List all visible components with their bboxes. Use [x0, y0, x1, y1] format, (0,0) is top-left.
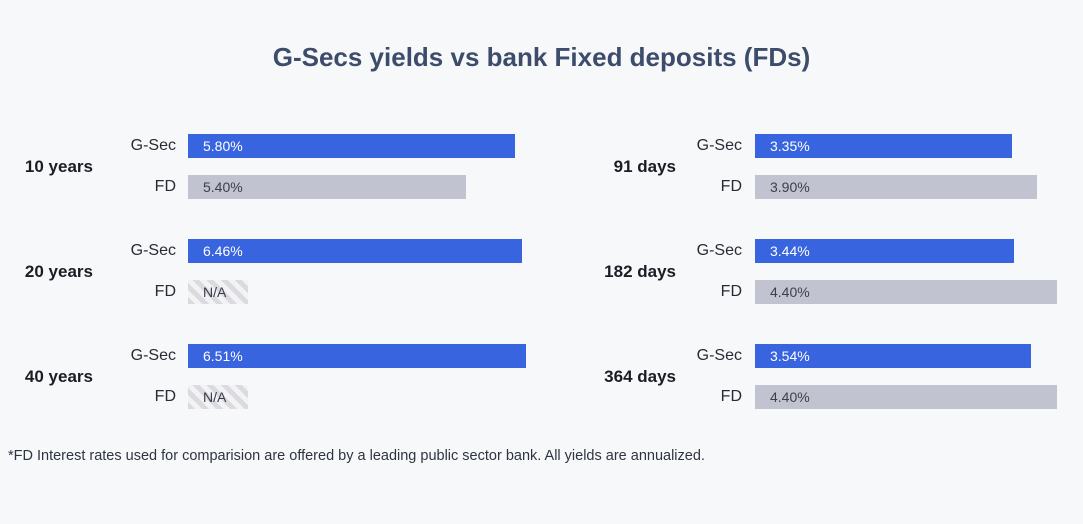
- gsec-bar: 6.51%: [188, 344, 526, 368]
- series-label: G-Sec: [696, 137, 742, 154]
- gsec-bar: 3.35%: [755, 134, 1013, 158]
- fd-bar: 5.40%: [188, 175, 467, 199]
- bar-track: 3.54%: [755, 344, 1083, 368]
- series-label: G-Sec: [696, 242, 742, 259]
- series-label: FD: [720, 388, 742, 405]
- fd-bar: 4.40%: [755, 385, 1057, 409]
- bar-value-label: 4.40%: [770, 284, 810, 300]
- bar-rows: G-Sec 3.54% FD 4.40%: [676, 344, 1083, 409]
- bar-track: 6.46%: [188, 239, 540, 263]
- bar-row: G-Sec 5.80%: [93, 134, 540, 158]
- gsec-bar: 5.80%: [188, 134, 516, 158]
- fd-bar: 4.40%: [755, 280, 1057, 304]
- bar-rows: G-Sec 6.51% FD N/A: [93, 344, 540, 409]
- bar-rows: G-Sec 3.44% FD 4.40%: [676, 239, 1083, 304]
- series-label: FD: [154, 283, 176, 300]
- series-label: G-Sec: [130, 242, 176, 259]
- bar-track: 3.90%: [755, 175, 1083, 199]
- bar-value-label: 3.90%: [770, 179, 810, 195]
- bar-value-label: 3.35%: [770, 138, 810, 154]
- chart-column-left: 10 years G-Sec 5.80% FD 5.40% 20 years G-Sec 6.…: [0, 134, 540, 409]
- bar-track: N/A: [188, 280, 540, 304]
- bar-track: N/A: [188, 385, 540, 409]
- chart-area: 10 years G-Sec 5.80% FD 5.40% 20 years G-Sec 6.…: [0, 134, 1083, 409]
- bar-track: 4.40%: [755, 385, 1083, 409]
- category-label: 91 days: [613, 156, 676, 176]
- bar-track: 4.40%: [755, 280, 1083, 304]
- bar-value-label: 3.54%: [770, 348, 810, 364]
- bar-row: FD 4.40%: [676, 385, 1083, 409]
- bar-row: G-Sec 3.35%: [676, 134, 1083, 158]
- gsec-bar: 3.54%: [755, 344, 1031, 368]
- bar-value-label: N/A: [203, 284, 227, 300]
- na-bar: N/A: [188, 280, 248, 304]
- bar-value-label: 3.44%: [770, 243, 810, 259]
- footnote: *FD Interest rates used for comparision …: [8, 448, 705, 464]
- bar-group: 10 years G-Sec 5.80% FD 5.40%: [0, 134, 540, 199]
- bar-row: G-Sec 6.51%: [93, 344, 540, 368]
- fd-bar: 3.90%: [755, 175, 1038, 199]
- bar-rows: G-Sec 6.46% FD N/A: [93, 239, 540, 304]
- bar-row: FD N/A: [93, 280, 540, 304]
- bar-row: G-Sec 3.44%: [676, 239, 1083, 263]
- bar-track: 5.40%: [188, 175, 540, 199]
- bar-group: 182 days G-Sec 3.44% FD 4.40%: [540, 239, 1083, 304]
- chart-title: G-Secs yields vs bank Fixed deposits (FD…: [272, 42, 811, 72]
- series-label: G-Sec: [696, 347, 742, 364]
- bar-group: 20 years G-Sec 6.46% FD N/A: [0, 239, 540, 304]
- bar-row: FD N/A: [93, 385, 540, 409]
- bar-track: 3.35%: [755, 134, 1083, 158]
- series-label: FD: [154, 388, 176, 405]
- gsec-bar: 6.46%: [188, 239, 523, 263]
- bar-row: G-Sec 6.46%: [93, 239, 540, 263]
- bar-rows: G-Sec 5.80% FD 5.40%: [93, 134, 540, 199]
- category-label: 182 days: [604, 261, 676, 281]
- series-label: FD: [720, 283, 742, 300]
- bar-value-label: 6.46%: [203, 243, 243, 259]
- bar-group: 91 days G-Sec 3.35% FD 3.90%: [540, 134, 1083, 199]
- bar-row: FD 4.40%: [676, 280, 1083, 304]
- series-label: G-Sec: [130, 137, 176, 154]
- bar-row: FD 5.40%: [93, 175, 540, 199]
- bar-value-label: 6.51%: [203, 348, 243, 364]
- category-label: 364 days: [604, 366, 676, 386]
- bar-row: FD 3.90%: [676, 175, 1083, 199]
- category-label: 10 years: [24, 156, 93, 176]
- series-label: FD: [154, 178, 176, 195]
- bar-value-label: 5.80%: [203, 138, 243, 154]
- bar-value-label: 5.40%: [203, 179, 243, 195]
- chart-column-right: 91 days G-Sec 3.35% FD 3.90% 182 days G-Sec 3.4…: [540, 134, 1083, 409]
- chart-card: G-Secs yields vs bank Fixed deposits (FD…: [0, 42, 1083, 464]
- bar-group: 40 years G-Sec 6.51% FD N/A: [0, 344, 540, 409]
- bar-row: G-Sec 3.54%: [676, 344, 1083, 368]
- bar-track: 3.44%: [755, 239, 1083, 263]
- bar-rows: G-Sec 3.35% FD 3.90%: [676, 134, 1083, 199]
- bar-track: 5.80%: [188, 134, 540, 158]
- series-label: G-Sec: [130, 347, 176, 364]
- bar-track: 6.51%: [188, 344, 540, 368]
- category-label: 40 years: [24, 366, 93, 386]
- gsec-bar: 3.44%: [755, 239, 1015, 263]
- bar-value-label: 4.40%: [770, 389, 810, 405]
- series-label: FD: [720, 178, 742, 195]
- na-bar: N/A: [188, 385, 248, 409]
- bar-value-label: N/A: [203, 389, 227, 405]
- bar-group: 364 days G-Sec 3.54% FD 4.40%: [540, 344, 1083, 409]
- category-label: 20 years: [24, 261, 93, 281]
